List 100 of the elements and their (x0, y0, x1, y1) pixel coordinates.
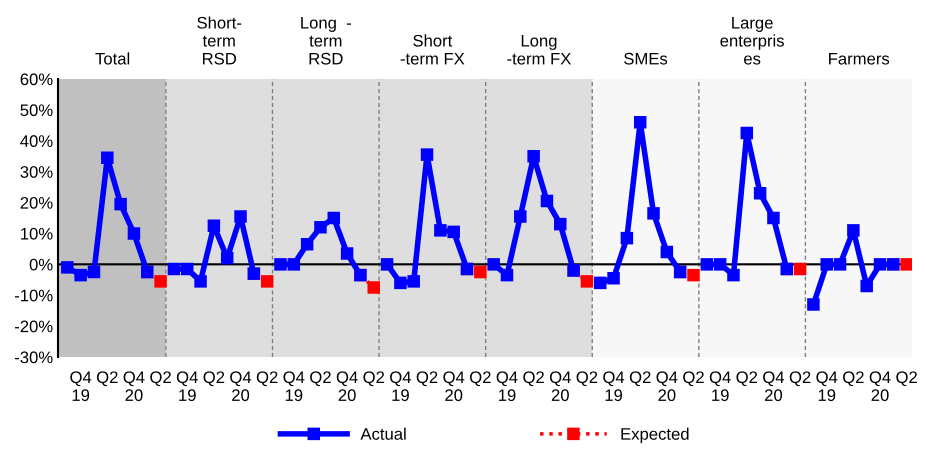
point (61, 261, 74, 274)
x-tick-label: Q4 20 (124, 371, 145, 402)
point (700, 258, 714, 271)
point (274, 258, 287, 271)
point (634, 116, 646, 128)
point (128, 227, 140, 240)
x-tick-label: Q4 20 (656, 371, 678, 402)
point (554, 218, 567, 230)
x-tick-label: Q2 (96, 371, 118, 386)
point (260, 275, 274, 288)
point (820, 258, 833, 271)
y-tick-label: 10% (21, 228, 53, 240)
x-tick-label: Q2 (363, 371, 384, 386)
point (754, 187, 766, 200)
y-tick-label: -10% (14, 290, 53, 302)
point (340, 247, 354, 260)
x-tick-label: Q2 (310, 371, 331, 386)
x-tick-label: Q2 (630, 371, 650, 386)
legend-label: Actual (360, 428, 406, 440)
point (514, 210, 527, 223)
point (580, 275, 594, 288)
x-tick-label: Q4 20 (230, 371, 252, 402)
point (834, 258, 846, 271)
x-tick-label: Q4 19 (390, 371, 412, 402)
point (180, 262, 194, 276)
x-tick-label: Q4 19 (283, 371, 304, 402)
point (847, 224, 860, 237)
point (220, 252, 234, 264)
point (300, 238, 314, 251)
x-tick-label: Q4 20 (550, 371, 571, 402)
x-tick-label: Q2 (736, 371, 758, 386)
point (794, 262, 806, 276)
point (807, 298, 820, 311)
point (394, 276, 407, 290)
x-tick-label: Q2 (204, 371, 224, 386)
point (447, 226, 460, 238)
point (314, 221, 327, 234)
point (74, 268, 87, 282)
x-tick-label: Q2 (683, 371, 704, 386)
point (487, 258, 500, 271)
point (900, 258, 912, 271)
point (208, 219, 220, 232)
y-tick-label: 40% (20, 135, 53, 147)
point (500, 268, 514, 282)
point (740, 126, 754, 140)
text: Short -term FX (400, 34, 464, 65)
y-tick-label: -20% (14, 320, 53, 332)
text: Long - term RSD (301, 17, 351, 65)
point (860, 280, 873, 292)
point (687, 268, 700, 282)
point (88, 266, 100, 278)
point (594, 276, 606, 290)
point (380, 258, 394, 271)
x-tick-label: Q4 20 (763, 371, 784, 402)
point (328, 212, 340, 224)
x-tick-label: Q4 19 (603, 371, 624, 402)
x-tick-label: Q4 19 (496, 371, 518, 402)
x-tick-label: Q2 (150, 371, 171, 386)
x-tick-label: Q4 19 (70, 371, 92, 402)
x-tick-label: Q2 (523, 371, 544, 386)
x-tick-label: Q2 (843, 371, 864, 386)
point (727, 268, 740, 282)
x-tick-label: Q2 (790, 371, 810, 386)
y-tick-label: 30% (20, 166, 53, 178)
text: Large enterpris es (720, 17, 784, 65)
point (154, 275, 167, 288)
x-tick-label: Q2 (470, 371, 491, 386)
point (714, 258, 726, 271)
x-tick-label: Q4 19 (816, 371, 838, 402)
x-tick-label: Q4 19 (176, 371, 198, 402)
point (474, 266, 487, 278)
point (434, 224, 447, 237)
x-tick-label: Q4 20 (443, 371, 464, 402)
x-tick-label: Q2 (416, 371, 438, 386)
point (620, 232, 634, 244)
x-tick-label: Q4 20 (870, 371, 891, 402)
x-tick-label: Q4 20 (336, 371, 358, 402)
x-tick-label: Q2 (896, 371, 917, 386)
y-tick-label: -30% (14, 351, 53, 364)
point (234, 210, 247, 223)
point (874, 258, 886, 271)
point (660, 246, 674, 258)
point (368, 281, 380, 294)
point (168, 262, 180, 276)
text: Long -term FX (507, 35, 572, 65)
point (607, 272, 620, 284)
point (647, 207, 660, 220)
legend-label: Expected (621, 428, 688, 444)
y-tick-label: 20% (20, 196, 53, 209)
text: Total (95, 52, 130, 65)
point (540, 194, 554, 208)
point (194, 275, 207, 288)
x-tick-label: Q4 19 (710, 371, 731, 402)
x-tick-label: Q2 (256, 371, 278, 386)
point (767, 212, 780, 224)
text: Farmers (829, 52, 890, 65)
point (114, 198, 127, 210)
point (527, 150, 540, 162)
point (420, 148, 434, 161)
point (101, 152, 114, 164)
